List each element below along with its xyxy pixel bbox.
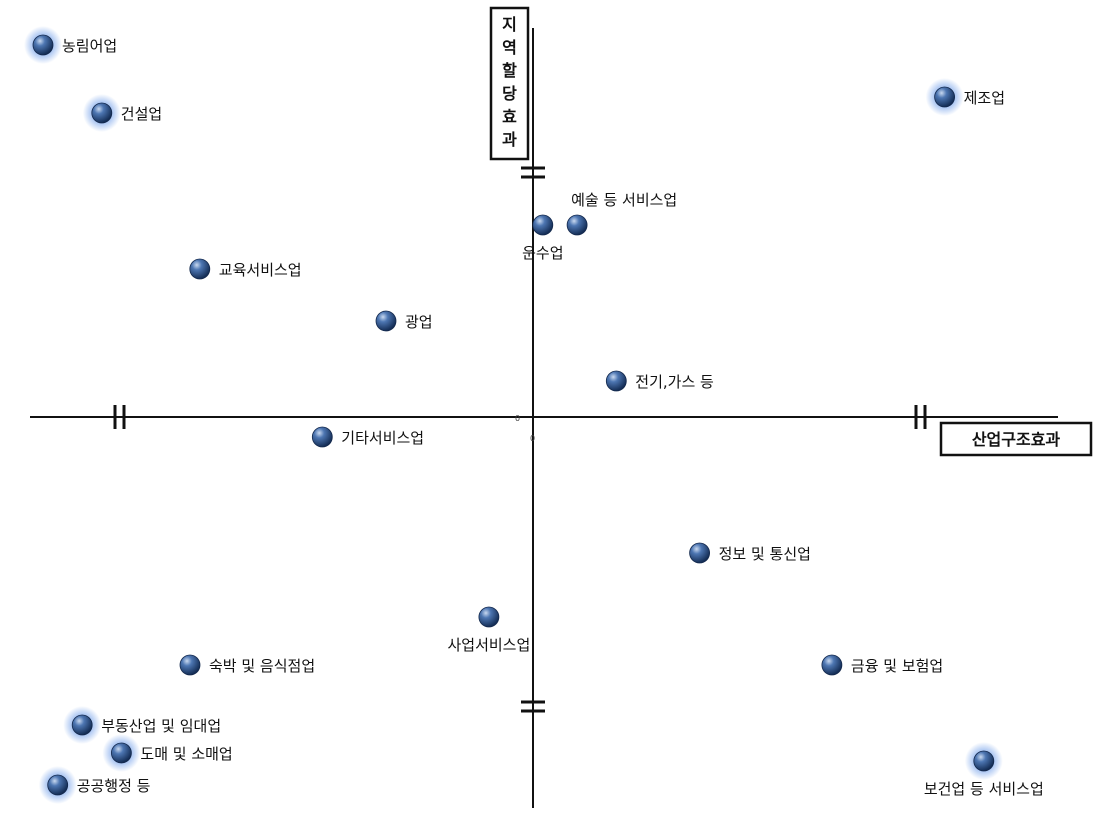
data-point-label: 운수업 bbox=[522, 244, 563, 262]
data-point-marker bbox=[32, 34, 54, 56]
data-point-marker bbox=[821, 654, 843, 676]
data-point: 운수업 bbox=[522, 214, 564, 262]
data-point-label: 공공행정 등 bbox=[77, 777, 151, 795]
data-point-label: 건설업 bbox=[121, 105, 162, 123]
y-axis-break-bottom bbox=[521, 700, 545, 713]
data-point-label: 숙박 및 음식점업 bbox=[209, 657, 315, 675]
data-point: 도매 및 소매업 bbox=[102, 734, 233, 772]
data-point-label: 농림어업 bbox=[62, 37, 117, 55]
data-point-label: 제조업 bbox=[964, 89, 1005, 107]
data-point-label: 기타서비스업 bbox=[341, 429, 424, 447]
data-point-marker bbox=[311, 426, 333, 448]
data-point-marker bbox=[47, 774, 69, 796]
origin-label-top: 0 bbox=[515, 414, 520, 423]
data-point-label: 광업 bbox=[405, 313, 433, 331]
x-axis-title: 산업구조효과 bbox=[972, 430, 1061, 449]
data-point-marker bbox=[605, 370, 627, 392]
data-point: 예술 등 서비스업 bbox=[566, 191, 677, 236]
data-point-marker bbox=[71, 714, 93, 736]
data-point: 기타서비스업 bbox=[311, 426, 424, 448]
data-point: 금융 및 보험업 bbox=[821, 654, 943, 676]
x-axis-title-box bbox=[939, 421, 1093, 457]
data-point: 사업서비스업 bbox=[447, 606, 530, 654]
data-point-label: 금융 및 보험업 bbox=[851, 657, 943, 675]
x-axis-break-right bbox=[914, 405, 927, 429]
origin-label-bottom: 0 bbox=[530, 434, 535, 443]
data-point-label: 보건업 등 서비스업 bbox=[924, 780, 1044, 798]
data-point: 정보 및 통신업 bbox=[689, 542, 811, 564]
data-point: 제조업 bbox=[925, 78, 1005, 116]
data-point-marker bbox=[375, 310, 397, 332]
data-point: 숙박 및 음식점업 bbox=[179, 654, 315, 676]
data-point-label: 부동산업 및 임대업 bbox=[101, 717, 221, 735]
data-point-marker bbox=[478, 606, 500, 628]
data-point: 건설업 bbox=[82, 94, 162, 132]
data-point-label: 전기,가스 등 bbox=[635, 373, 714, 391]
data-point: 전기,가스 등 bbox=[605, 370, 714, 392]
data-point-marker bbox=[179, 654, 201, 676]
data-point: 부동산업 및 임대업 bbox=[63, 706, 221, 744]
data-point-marker bbox=[189, 258, 211, 280]
data-point: 보건업 등 서비스업 bbox=[924, 742, 1044, 798]
data-point-marker bbox=[91, 102, 113, 124]
data-point: 교육서비스업 bbox=[189, 258, 302, 280]
data-point-label: 교육서비스업 bbox=[219, 261, 302, 279]
data-point-label: 정보 및 통신업 bbox=[719, 545, 811, 563]
data-point-label: 도매 및 소매업 bbox=[140, 745, 232, 763]
data-point-label: 사업서비스업 bbox=[447, 636, 530, 654]
data-point-marker bbox=[934, 86, 955, 108]
x-axis-break-left bbox=[113, 405, 126, 429]
data-point-label: 예술 등 서비스업 bbox=[571, 191, 677, 209]
data-point: 공공행정 등 bbox=[38, 766, 151, 804]
data-point-marker bbox=[532, 214, 554, 236]
data-point-marker bbox=[973, 750, 995, 772]
data-point-marker bbox=[566, 214, 588, 236]
y-axis-break-top bbox=[521, 166, 545, 179]
data-point-marker bbox=[689, 542, 710, 564]
data-point: 광업 bbox=[375, 310, 433, 332]
data-point: 농림어업 bbox=[24, 26, 117, 64]
data-point-marker bbox=[111, 742, 132, 764]
y-axis-title-box bbox=[489, 6, 530, 161]
